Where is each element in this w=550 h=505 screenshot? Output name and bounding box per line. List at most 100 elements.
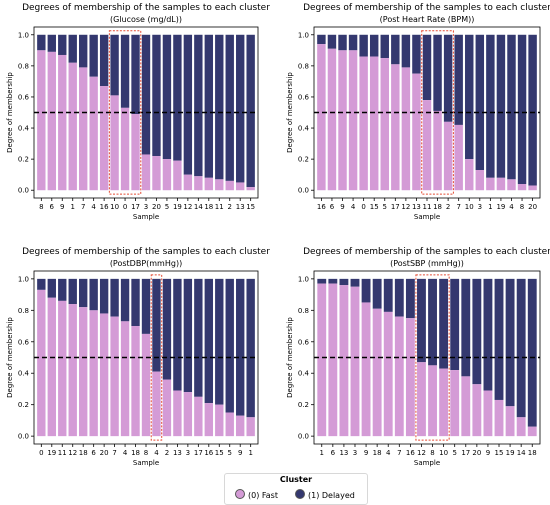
- bar-fast: [246, 417, 255, 437]
- bar-fast: [472, 384, 482, 437]
- bar-delayed: [37, 278, 46, 290]
- bar-fast: [68, 62, 77, 191]
- bar-delayed: [327, 34, 337, 49]
- bar-fast: [454, 124, 463, 191]
- bar-fast: [162, 159, 172, 191]
- x-tick-label: 18: [79, 449, 88, 457]
- x-tick-label: 7: [81, 203, 85, 211]
- bar-fast: [236, 182, 245, 191]
- bar-fast: [204, 177, 213, 191]
- bar-fast: [79, 67, 88, 191]
- x-tick-label: 18: [433, 203, 442, 211]
- bar-fast: [225, 180, 234, 191]
- legend-title: Cluster: [279, 475, 313, 484]
- bar-fast: [527, 426, 537, 437]
- bar-delayed: [383, 278, 393, 312]
- y-axis-label: Degree of membership: [6, 317, 14, 398]
- y-tick-label: 0.6: [18, 338, 30, 346]
- bar-fast: [194, 176, 203, 191]
- x-tick-label: 16: [100, 203, 109, 211]
- chart-subtitle: (PostSBP (mmHg)): [390, 259, 464, 268]
- bar-fast: [120, 321, 130, 437]
- bar-delayed: [37, 34, 46, 51]
- x-tick-label: 0: [39, 449, 43, 457]
- x-tick-label: 3: [186, 449, 190, 457]
- highlight-box: [415, 274, 450, 441]
- bar-fast: [215, 404, 224, 437]
- bar-fast: [236, 415, 245, 437]
- bar-delayed: [194, 34, 203, 177]
- x-tick-label: 10: [439, 449, 448, 457]
- bar-delayed: [391, 34, 400, 65]
- bar-fast: [89, 76, 98, 191]
- y-tick-label: 0.0: [298, 187, 309, 195]
- legend: Cluster (0) Fast (1) Delayed: [224, 473, 368, 505]
- y-tick-label: 0.2: [18, 401, 29, 409]
- bar-delayed: [461, 278, 471, 377]
- bar-delayed: [246, 34, 255, 188]
- bar-delayed: [412, 34, 421, 74]
- y-axis-label: Degree of membership: [286, 72, 294, 153]
- x-tick-label: 11: [58, 449, 67, 457]
- bar-delayed: [68, 278, 77, 305]
- x-tick-label: 5: [165, 203, 169, 211]
- bar-fast: [405, 318, 415, 437]
- legend-item-fast: (0) Fast: [235, 489, 278, 500]
- x-tick-label: 15: [495, 449, 504, 457]
- chart-subtitle: (Post Heart Rate (BPM)): [380, 15, 475, 24]
- x-tick-label: 7: [456, 203, 460, 211]
- bar-delayed: [339, 278, 349, 286]
- x-tick-label: 13: [412, 203, 421, 211]
- x-tick-label: 7: [397, 449, 401, 457]
- bar-delayed: [246, 278, 255, 418]
- bar-fast: [152, 156, 161, 191]
- axes-frame: [313, 270, 541, 445]
- y-tick-label: 1.0: [298, 275, 309, 283]
- legend-label-delayed: (1) Delayed: [308, 491, 355, 500]
- x-tick-label: 15: [215, 449, 224, 457]
- bar-delayed: [58, 278, 67, 301]
- x-tick-label: 1: [70, 203, 74, 211]
- x-tick-label: 4: [123, 449, 128, 457]
- y-tick-label: 0.6: [18, 93, 30, 101]
- x-tick-label: 17: [194, 449, 203, 457]
- y-tick-label: 0.8: [298, 62, 309, 70]
- highlight-box: [150, 274, 163, 441]
- y-tick-label: 0.4: [298, 125, 310, 133]
- bar-delayed: [110, 278, 119, 317]
- bar-fast: [361, 302, 371, 437]
- x-tick-label: 13: [236, 203, 245, 211]
- bar-delayed: [120, 278, 130, 322]
- x-tick-label: 4: [91, 203, 96, 211]
- bar-fast: [465, 159, 474, 191]
- bar-delayed: [162, 34, 172, 160]
- x-axis-label: Sample: [133, 459, 159, 467]
- x-tick-label: 19: [496, 203, 505, 211]
- bar-delayed: [516, 278, 526, 418]
- bar-delayed: [359, 34, 368, 57]
- x-tick-label: 2: [165, 449, 169, 457]
- bar-fast: [417, 362, 426, 437]
- bar-fast: [58, 300, 67, 437]
- y-tick-label: 1.0: [18, 31, 29, 39]
- bar-delayed: [348, 34, 358, 51]
- bar-delayed: [454, 34, 463, 125]
- bar-fast: [141, 333, 151, 437]
- bar-delayed: [58, 34, 67, 55]
- x-tick-label: 6: [91, 449, 96, 457]
- bar-delayed: [496, 34, 506, 178]
- bar-delayed: [68, 34, 77, 63]
- x-tick-label: 9: [60, 203, 64, 211]
- bar-fast: [79, 307, 88, 437]
- x-tick-label: 8: [144, 449, 148, 457]
- bar-fast: [99, 313, 109, 437]
- x-tick-label: 17: [131, 203, 140, 211]
- bar-delayed: [99, 34, 109, 87]
- bar-delayed: [317, 278, 327, 284]
- bar-fast: [131, 326, 140, 437]
- x-tick-label: 6: [50, 203, 55, 211]
- highlight-box: [108, 30, 142, 195]
- bar-delayed: [350, 278, 360, 287]
- bar-delayed: [162, 278, 172, 380]
- x-tick-label: 11: [215, 203, 224, 211]
